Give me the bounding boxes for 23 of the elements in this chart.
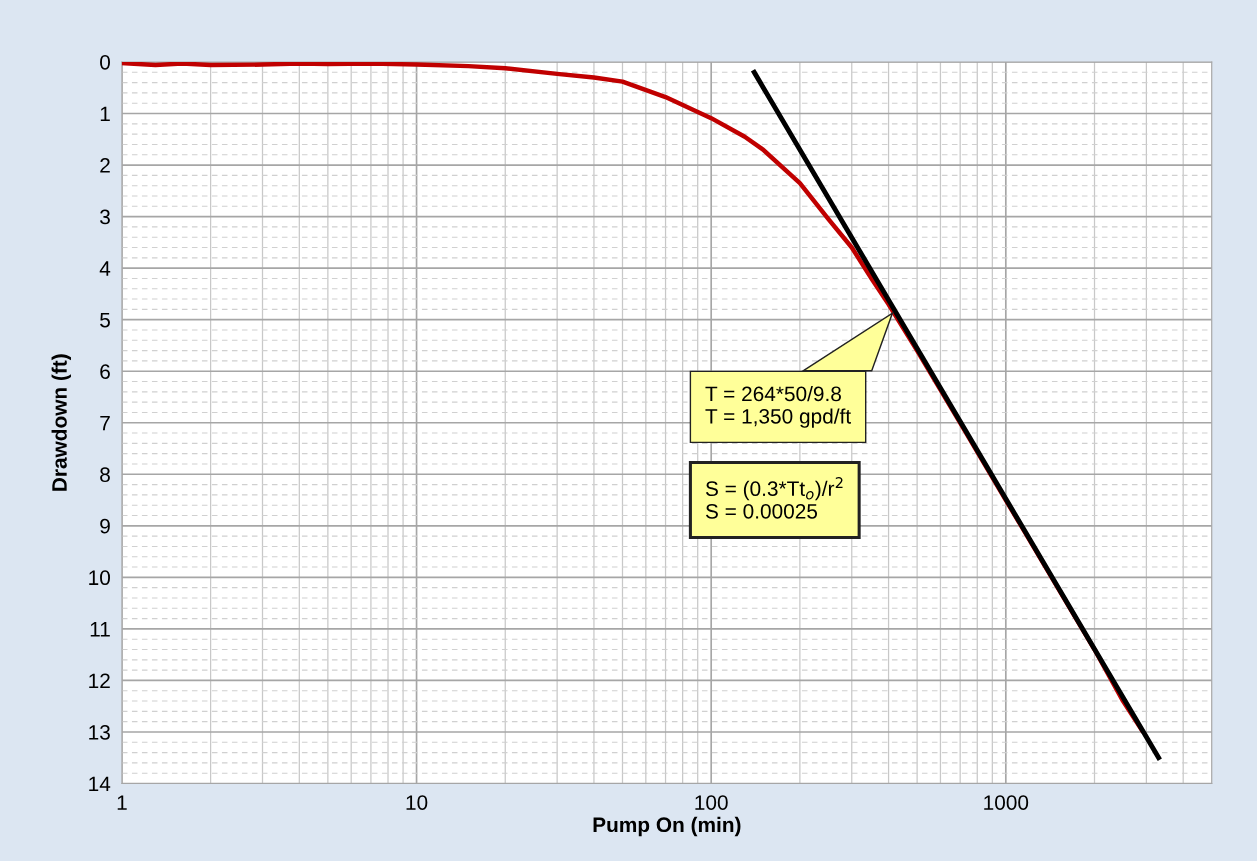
text: S = (0.3*Tt$_{o}$)/r$^{2}$ S = 0.00025	[705, 477, 843, 519]
y-tick-label: 4	[99, 261, 111, 276]
y-tick-label: 7	[100, 415, 110, 431]
y-tick-label: 10	[89, 570, 111, 586]
y-tick-label: 14	[89, 776, 111, 792]
y-tick-label: 13	[89, 724, 110, 740]
x-tick-label: 1	[117, 795, 127, 810]
y-tick-label: 2	[100, 158, 110, 173]
y-tick-label: 12	[89, 673, 110, 688]
y-tick-label: 5	[100, 312, 110, 328]
y-axis-title: Drawdown (ft)	[51, 354, 71, 491]
y-tick-label: 6	[100, 364, 110, 379]
y-tick-label: 11	[90, 622, 110, 637]
y-tick-label: 3	[100, 209, 110, 225]
x-tick-label: 100	[695, 795, 728, 810]
x-tick-label: 10	[406, 795, 428, 810]
y-tick-label: 9	[100, 518, 110, 534]
y-tick-label: 0	[100, 54, 110, 70]
annotation: T = 264*50/9.8 T = 1,350 gpd/ft	[705, 385, 851, 428]
y-tick-label: 8	[100, 467, 110, 483]
y-tick-label: 1	[100, 106, 110, 122]
x-tick-label: 1000	[984, 795, 1029, 810]
x-axis-title: Pump On (min)	[593, 816, 741, 837]
